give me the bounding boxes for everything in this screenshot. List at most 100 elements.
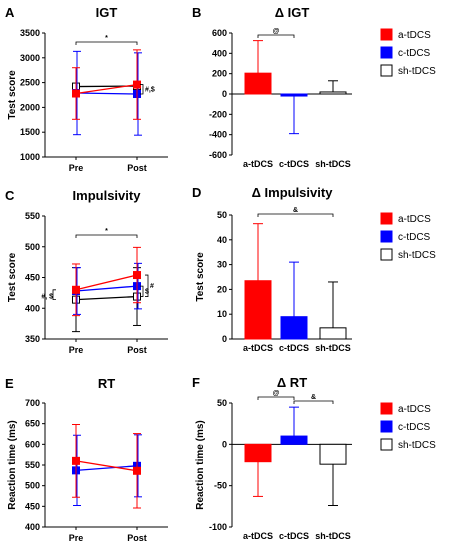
y-tick-label-C: 400 [25, 303, 40, 313]
y-tick-label-F: 0 [222, 439, 227, 449]
y-axis-label-A: Test score [7, 70, 18, 120]
y-tick-label-B: -200 [209, 109, 227, 119]
x-tick-label-C: Post [127, 345, 147, 355]
panel-letter-E: E [5, 376, 14, 391]
side-bracket-A-label: #,$ [145, 86, 155, 93]
bar-D [244, 280, 272, 340]
y-tick-label-D: 40 [217, 235, 227, 245]
y-tick-label-E: 500 [25, 481, 40, 491]
bar-D [319, 327, 347, 340]
y-tick-label-C: 550 [25, 211, 40, 221]
chart-title-A: IGT [96, 5, 118, 20]
side-bracket-C2-label: # [150, 283, 154, 290]
legend-swatch-D [380, 248, 393, 261]
x-tick-label-E: Pre [69, 533, 84, 543]
y-tick-label-B: 600 [212, 28, 227, 38]
sig-bracket-F1-label: @ [273, 390, 280, 397]
legend-swatch-F [380, 402, 393, 415]
chart-title-B: Δ IGT [275, 5, 310, 20]
data-point-C [72, 285, 80, 294]
panel-letter-F: F [192, 375, 200, 390]
legend-label-F: a-tDCS [398, 404, 431, 415]
y-tick-label-C: 350 [25, 334, 40, 344]
data-point-C [133, 271, 141, 280]
x-tick-label-F: c-tDCS [279, 531, 309, 541]
y-tick-label-D: 10 [217, 309, 227, 319]
sig-bracket-F2 [293, 400, 334, 404]
x-tick-label-B: a-tDCS [243, 159, 273, 169]
chart-title-D: Δ Impulsivity [252, 185, 334, 200]
panel-letter-D: D [192, 185, 201, 200]
y-tick-label-E: 700 [25, 398, 40, 408]
bar-D [280, 316, 308, 340]
series-line-C [75, 295, 138, 301]
side-bracket-A [140, 84, 144, 95]
y-tick-label-D: 30 [217, 260, 227, 270]
sig-bracket-A [75, 41, 138, 45]
x-tick-label-A: Pre [69, 163, 84, 173]
y-tick-label-E: 550 [25, 460, 40, 470]
y-tick-label-A: 2500 [20, 78, 40, 88]
x-tick-label-E: Post [127, 533, 147, 543]
y-tick-label-D: 50 [217, 210, 227, 220]
y-tick-label-B: -400 [209, 130, 227, 140]
data-point-E [72, 456, 80, 465]
series-line-A [75, 83, 138, 95]
series-line-E [75, 465, 138, 472]
sig-bracket-C [75, 234, 138, 238]
y-tick-label-D: 0 [222, 334, 227, 344]
bar-F [244, 443, 272, 463]
y-tick-label-B: 400 [212, 48, 227, 58]
data-point-A [72, 89, 80, 98]
x-tick-label-B: sh-tDCS [315, 159, 351, 169]
series-line-A [75, 92, 138, 95]
x-tick-label-F: a-tDCS [243, 531, 273, 541]
bar-F [280, 435, 308, 445]
legend-label-B: a-tDCS [398, 30, 431, 41]
series-line-E [75, 460, 138, 472]
y-axis-label-F: Reaction time (ms) [195, 420, 206, 509]
data-point-A [133, 80, 141, 89]
series-line-C [75, 285, 138, 292]
legend-label-B: c-tDCS [398, 48, 431, 59]
sig-bracket-B-label: @ [273, 28, 280, 35]
bar-B [319, 91, 347, 95]
legend-swatch-B [380, 64, 393, 77]
bar-B [280, 93, 308, 97]
legend-label-F: sh-tDCS [398, 440, 436, 451]
chart-title-C: Impulsivity [73, 188, 142, 203]
y-tick-label-A: 1500 [20, 127, 40, 137]
y-tick-label-B: -600 [209, 150, 227, 160]
y-tick-label-A: 3500 [20, 28, 40, 38]
y-tick-label-C: 500 [25, 242, 40, 252]
y-axis-label-D: Test score [195, 252, 206, 302]
x-tick-label-A: Post [127, 163, 147, 173]
x-tick-label-F: sh-tDCS [315, 531, 351, 541]
left-bracket-C [52, 289, 56, 301]
y-tick-label-E: 450 [25, 501, 40, 511]
sig-bracket-F2-label: & [311, 394, 316, 401]
bar-B [244, 72, 272, 95]
y-tick-label-F: -50 [214, 481, 227, 491]
y-tick-label-C: 450 [25, 273, 40, 283]
side-bracket-C1-label: $ [145, 288, 149, 295]
x-tick-label-B: c-tDCS [279, 159, 309, 169]
panel-letter-A: A [5, 5, 15, 20]
legend-swatch-B [380, 46, 393, 59]
y-tick-label-E: 650 [25, 419, 40, 429]
y-tick-label-E: 600 [25, 439, 40, 449]
sig-bracket-B [257, 34, 295, 38]
sig-bracket-D-label: & [293, 207, 298, 214]
bar-F [319, 443, 347, 465]
side-bracket-C1 [140, 285, 144, 297]
left-annotation-C: #, $ [41, 293, 53, 300]
y-tick-label-B: 0 [222, 89, 227, 99]
legend-label-D: sh-tDCS [398, 250, 436, 261]
y-axis-label-C: Test score [7, 252, 18, 302]
sig-bracket-C-label: * [105, 228, 108, 235]
y-tick-label-A: 2000 [20, 102, 40, 112]
legend-label-D: a-tDCS [398, 214, 431, 225]
x-tick-label-D: c-tDCS [279, 343, 309, 353]
x-tick-label-D: sh-tDCS [315, 343, 351, 353]
